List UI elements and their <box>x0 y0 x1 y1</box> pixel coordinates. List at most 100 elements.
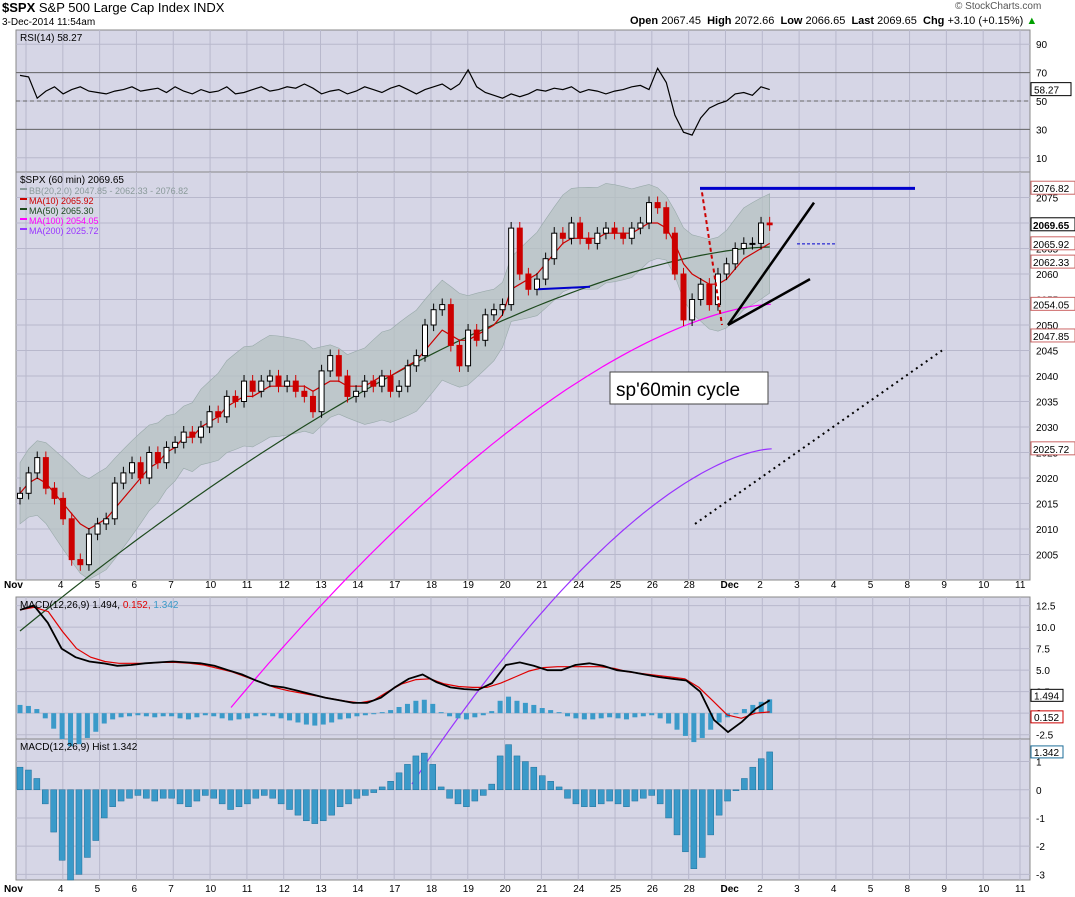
macd-hist-bar-small <box>194 713 200 718</box>
x-axis-label: 28 <box>684 884 696 895</box>
macd-hist-bar-small <box>750 704 756 714</box>
histogram-bar <box>159 789 167 799</box>
x-axis-label: 10 <box>978 884 990 895</box>
x-axis-label: 21 <box>536 580 548 591</box>
macd-hist-bar-small <box>506 696 512 714</box>
macd-hist-bar-small <box>666 713 672 724</box>
candle-body <box>421 324 428 357</box>
candle-body <box>120 472 127 484</box>
candle-body <box>413 355 420 367</box>
candle-body <box>206 411 213 428</box>
candle-body <box>60 497 67 520</box>
macd-hist-bar-small <box>84 713 90 738</box>
legend-entry: BB(20,2.0) 2047.85 - 2062.33 - 2076.82 <box>29 186 188 196</box>
candle-body <box>378 375 385 387</box>
high-value: 2072.66 <box>734 15 775 27</box>
candle-body <box>103 518 110 525</box>
hist-last-box <box>1030 745 1064 759</box>
macd-hist-bar-small <box>573 713 579 719</box>
x-axis-label: 5 <box>95 580 101 591</box>
timestamp: 3-Dec-2014 11:54am <box>2 17 96 28</box>
hist-title: MACD(12,26,9) Hist 1.342 <box>20 742 138 753</box>
macd-hist-bar-small <box>767 699 773 714</box>
candle-body <box>516 227 523 275</box>
macd-hist-bar-small <box>278 713 284 719</box>
histogram-bar <box>513 755 521 791</box>
macd-hist-bar-small <box>270 713 276 717</box>
histogram-bar <box>682 789 689 853</box>
support-line <box>537 285 591 291</box>
histogram-bar <box>589 789 597 807</box>
macd-hist-bar-small <box>716 713 722 723</box>
histogram-bar <box>614 789 622 805</box>
x-axis-label: 11 <box>1015 580 1026 591</box>
panel-2-plot-area <box>15 596 1031 740</box>
x-axis-label: 13 <box>316 884 328 895</box>
price-label: 2076.82 <box>1033 184 1070 195</box>
legend-swatch <box>20 198 27 200</box>
candle-body <box>577 222 584 239</box>
candle-body <box>77 559 84 566</box>
macd-hist-bar-small <box>295 713 301 723</box>
x-axis-label: 10 <box>978 580 990 591</box>
price-label: 2054.05 <box>1033 300 1070 311</box>
macd-hist-bar-small <box>143 713 149 717</box>
histogram-bar <box>699 789 706 858</box>
histogram-bar <box>395 772 403 791</box>
histogram-bar <box>471 789 479 802</box>
candle-body <box>129 462 136 474</box>
histogram-bar <box>741 778 748 791</box>
candle-body <box>740 242 747 249</box>
macd-last-box <box>1030 688 1064 702</box>
bollinger-band <box>19 183 771 580</box>
x-axis-label: 20 <box>500 580 512 591</box>
macd-hist-bar-small <box>733 713 739 715</box>
histogram-bar <box>151 789 159 802</box>
x-axis-label: 3 <box>794 580 800 591</box>
macd-hist-bar-small <box>480 713 486 716</box>
x-axis-label: 26 <box>647 580 659 591</box>
histogram-bar <box>134 789 142 796</box>
candle-body <box>241 380 248 403</box>
y-tick-label: 2010 <box>1036 525 1059 536</box>
histogram-bar <box>84 789 91 858</box>
change-value: +3.10 (+0.15%) <box>947 15 1024 27</box>
price-label-box <box>1030 254 1075 269</box>
x-axis-label: 26 <box>647 884 659 895</box>
y-tick-label: 2030 <box>1036 423 1059 434</box>
candle-body <box>706 283 713 306</box>
y-tick-label: 0 <box>1036 786 1042 797</box>
open-value: 2067.45 <box>661 15 701 27</box>
candle-body <box>499 304 506 311</box>
candle-body <box>292 380 299 392</box>
rsi-line <box>19 66 770 136</box>
macd-hist-bar-small <box>640 713 646 717</box>
macd-last-label: 1.494 <box>1034 691 1059 702</box>
candle-body <box>611 227 618 234</box>
x-axis-label: 24 <box>573 884 585 895</box>
histogram-bar <box>75 789 83 875</box>
x-axis-label: 4 <box>58 884 64 895</box>
macd-hist-bar-small <box>455 713 461 719</box>
macd-hist-bar-small <box>346 713 352 719</box>
macd-hist-bar-small <box>362 713 368 716</box>
macd-hist-bar-small <box>101 713 107 724</box>
drop-line <box>701 192 723 326</box>
macd-hist-bar-small <box>404 703 410 714</box>
candle-body <box>344 375 351 397</box>
candle-body <box>689 299 696 321</box>
macd-hist-bar-small <box>261 713 267 716</box>
candle-body <box>439 304 446 311</box>
macd-hist-bar-small <box>320 713 326 725</box>
candle-body <box>663 207 670 234</box>
macd-hist-bar-small <box>649 713 655 716</box>
macd-hist-bar-small <box>598 713 604 719</box>
histogram-bar <box>143 789 150 799</box>
x-axis-label: 4 <box>831 884 837 895</box>
x-axis-label: 11 <box>242 580 253 591</box>
x-axis-label: 10 <box>205 580 217 591</box>
macd-hist-bar-small <box>565 713 571 717</box>
candle-body <box>154 452 161 464</box>
x-axis-label: 24 <box>573 580 585 591</box>
rsi-last-box <box>1030 82 1072 97</box>
